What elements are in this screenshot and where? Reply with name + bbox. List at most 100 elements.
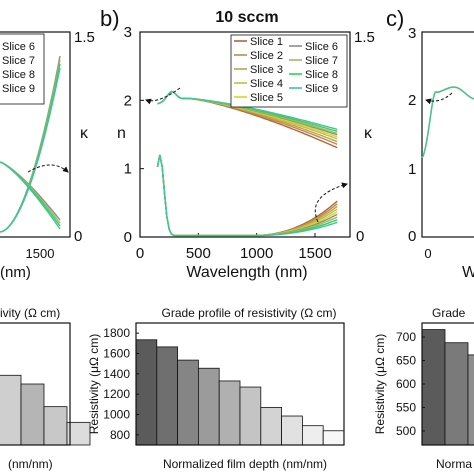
main-top-xtick-label: 0 [136,245,144,262]
main-top-legend-label: Slice 9 [305,83,338,95]
right-top-xlabel: W [462,264,474,281]
left-top-ytick-1.5: 1.5 [74,29,95,46]
main-top-ytick-label: 3 [124,24,132,41]
right-bottom-xlabel: Norma [436,457,472,471]
right-bottom-ytick-label: 500 [396,424,416,438]
right-bottom-panel: Grade 500 550 600 650 700 Resistivity (μΩ cm… [373,306,474,471]
right-bottom-ytick-label: 550 [396,400,416,414]
right-top-frame [421,31,474,238]
main-bottom-title: Grade profile of resistivity (Ω cm) [161,306,336,320]
left-top-legend-label: Slice 6 [2,41,35,53]
left-top-k-curve [0,67,61,233]
right-top-ytick-3: 3 [408,25,416,42]
main-top-xtick-label: 500 [186,245,211,262]
main-top-legend-label: Slice 4 [250,78,283,90]
main-top-legend: Slice 1 Slice 2 Slice 3 Slice 4 Slice 5 Slice… [234,36,338,104]
main-top-legend-label: Slice 7 [305,55,338,67]
main-top-ytick-right-1.5: 1.5 [354,29,375,46]
main-bottom-bar [135,339,158,446]
main-bottom-bar [301,425,324,446]
right-bottom-ytick-label: 700 [396,330,416,344]
left-top-xtick-1500: 1500 [26,246,55,261]
right-bottom-ticks: 500 550 600 650 700 [396,330,425,438]
panel-label-c: c) [386,6,404,31]
main-bottom-ytick-label: 1800 [103,326,130,340]
main-bottom-xlabel: Normalized film depth (nm/nm) [163,457,327,471]
left-top-legend-label: Slice 9 [2,83,35,95]
right-bottom-bar [444,342,469,446]
left-top-kappa-label: κ [80,125,89,142]
right-bottom-bar [467,354,474,446]
main-top-arrow-left [145,87,181,105]
left-bottom-bar [20,383,45,446]
main-bottom-bar [239,386,262,446]
left-top-legend: Slice 6 Slice 7 Slice 8 Slice 9 [2,41,35,95]
main-top-ytick-label: 0 [124,229,132,246]
right-bottom-bars [421,329,474,446]
left-bottom-frame [0,322,71,446]
main-bottom-bar [322,430,345,446]
left-top-frame [0,31,71,238]
main-top-legend-label: Slice 1 [250,36,283,48]
right-top-curve [421,86,474,159]
left-bottom-bar [43,406,68,446]
main-top-xlabel: Wavelength (nm) [186,264,307,281]
main-top-legend-label: Slice 5 [250,92,283,104]
right-bottom-ytick-label: 650 [396,354,416,368]
right-top-xtick-0: 0 [424,246,431,261]
main-bottom-bar [177,359,199,446]
main-top-curves [156,90,338,237]
main-top-xtick-label: 1500 [298,245,331,262]
left-top-ytick-0: 0 [74,228,82,245]
main-bottom-ytick-label: 800 [110,428,130,442]
main-top-legend-label: Slice 2 [250,50,283,62]
main-bottom-ticks: 800 1000 1200 1400 1600 1800 [103,326,139,442]
right-top-panel: c) 0 1 2 3 0 W [386,6,474,281]
left-bottom-bar [0,374,22,446]
right-top-arrow [425,92,453,105]
main-bottom-ytick-label: 1600 [103,347,130,361]
main-top-k-curve [156,154,338,237]
main-top-ytick-label: 1 [124,161,132,178]
main-bottom-bars [135,339,345,446]
right-bottom-ylabel: Resistivity (μΩ cm) [373,334,387,435]
main-bottom-ytick-label: 1000 [103,408,130,422]
panel-label-b: b) [100,6,120,31]
right-bottom-bar [421,329,446,446]
main-bottom-bar [156,346,179,446]
left-top-n-curve [0,161,61,230]
main-top-k-curve [156,154,338,237]
right-bottom-ytick-label: 600 [396,377,416,391]
left-top-legend-label: Slice 8 [2,69,35,81]
left-top-panel: Slice 6 Slice 7 Slice 8 Slice 9 1500 (nm) 0… [0,29,95,281]
main-bottom-bar [197,367,220,446]
left-bottom-title: ivity (Ω cm) [0,306,60,320]
main-top-legend-box [230,34,348,108]
main-bottom-frame [135,322,345,446]
left-top-legend-box [0,33,45,105]
right-top-ytick-2: 2 [408,92,416,109]
left-bottom-bars [0,374,91,446]
main-top-legend-label: Slice 6 [305,41,338,53]
right-bottom-title: Grade [432,306,466,320]
main-top-ytick-right-0: 0 [356,228,364,245]
left-bottom-panel: ivity (Ω cm) (nm/nm) [0,306,91,471]
main-top-title: 10 sccm [215,9,278,26]
main-top-legend-label: Slice 3 [250,64,283,76]
left-top-curves [0,55,61,233]
left-bottom-xlabel: (nm/nm) [8,457,53,471]
left-top-legend-label: Slice 7 [2,55,35,67]
main-bottom-ylabel: Resistivity (μΩ cm) [87,334,101,435]
right-top-ytick-1: 1 [408,161,416,178]
main-bottom-ytick-label: 1400 [103,367,130,381]
main-bottom-panel: Grade profile of resistivity (Ω cm) 800 1… [87,306,345,471]
main-top-legend-label: Slice 8 [305,69,338,81]
right-top-ytick-0: 0 [408,228,416,245]
main-top-frame [139,31,351,238]
main-bottom-bar [260,406,282,446]
main-bottom-bar [218,380,241,446]
left-top-xlabel: (nm) [0,264,31,281]
main-bottom-bar [281,415,303,446]
